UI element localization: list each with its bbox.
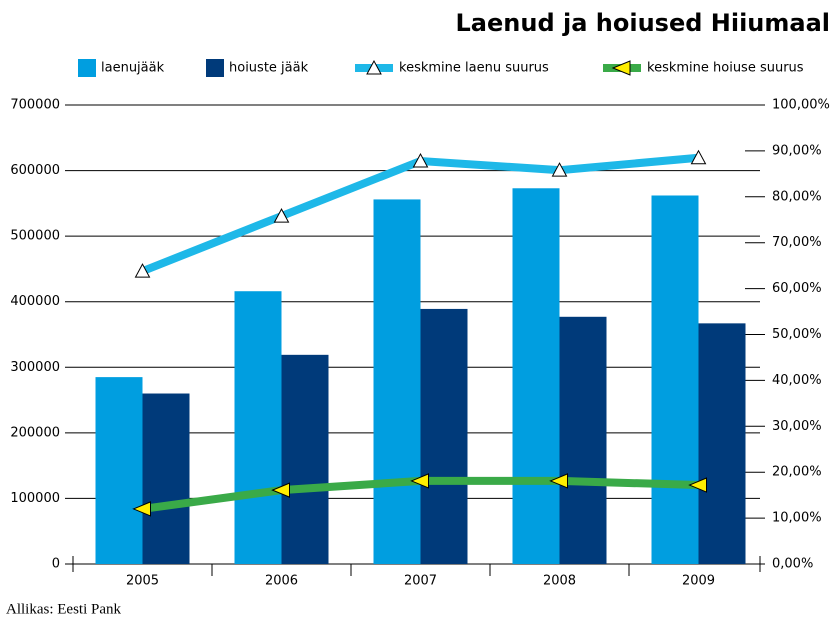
marker: [366, 59, 382, 75]
marker: [551, 162, 568, 177]
y-tick-label: 700000: [10, 98, 60, 113]
legend-swatch: [206, 59, 224, 77]
y2-tick-label: 100,00%: [772, 98, 830, 113]
x-tick-label: 2007: [404, 574, 437, 589]
marker: [132, 501, 151, 517]
bar: [651, 195, 699, 564]
y-tick-label: 300000: [10, 360, 60, 375]
marker: [611, 60, 631, 76]
legend-label: laenujääk: [101, 61, 165, 76]
legend-swatch: [78, 59, 96, 77]
y-tick-label: 200000: [10, 425, 60, 440]
y-tick-label: 0: [52, 557, 60, 572]
bar: [512, 188, 560, 565]
y2-tick-label: 20,00%: [772, 465, 822, 480]
chart-title: Laenud ja hoiused Hiiumaal: [456, 9, 830, 37]
marker: [273, 208, 290, 223]
y-tick-label: 100000: [10, 491, 60, 506]
legend-label: keskmine laenu suurus: [399, 61, 549, 76]
y2-tick-label: 30,00%: [772, 419, 822, 434]
bar: [95, 377, 143, 564]
y2-tick-label: 60,00%: [772, 281, 822, 296]
bar: [281, 354, 329, 564]
bar: [142, 393, 190, 564]
y2-tick-label: 40,00%: [772, 373, 822, 388]
marker: [412, 152, 429, 168]
marker: [688, 477, 707, 493]
x-tick-label: 2008: [543, 574, 576, 589]
legend-label: hoiuste jääk: [229, 61, 309, 76]
marker: [134, 263, 151, 278]
marker: [271, 482, 290, 498]
y2-tick-label: 70,00%: [772, 235, 822, 250]
y2-tick-label: 0,00%: [772, 557, 813, 572]
y2-tick-label: 10,00%: [772, 511, 822, 526]
marker: [690, 149, 707, 165]
legend-label: keskmine hoiuse suurus: [647, 61, 804, 76]
bar: [234, 291, 282, 564]
bar: [420, 308, 468, 564]
y-tick-label: 600000: [10, 163, 60, 178]
bar: [698, 323, 746, 564]
y2-tick-label: 80,00%: [772, 189, 822, 204]
marker: [410, 473, 429, 489]
source: Allikas: Eesti Pank: [6, 601, 121, 617]
x-tick-label: 2005: [126, 574, 159, 589]
y-tick-label: 400000: [10, 294, 60, 309]
bar: [559, 316, 607, 564]
y-tick-label: 500000: [10, 229, 60, 244]
y2-tick-label: 90,00%: [772, 143, 822, 158]
x-tick-label: 2006: [265, 574, 298, 589]
marker: [549, 473, 568, 489]
y2-tick-label: 50,00%: [772, 327, 822, 342]
x-tick-label: 2009: [682, 574, 715, 589]
bar: [373, 199, 421, 564]
